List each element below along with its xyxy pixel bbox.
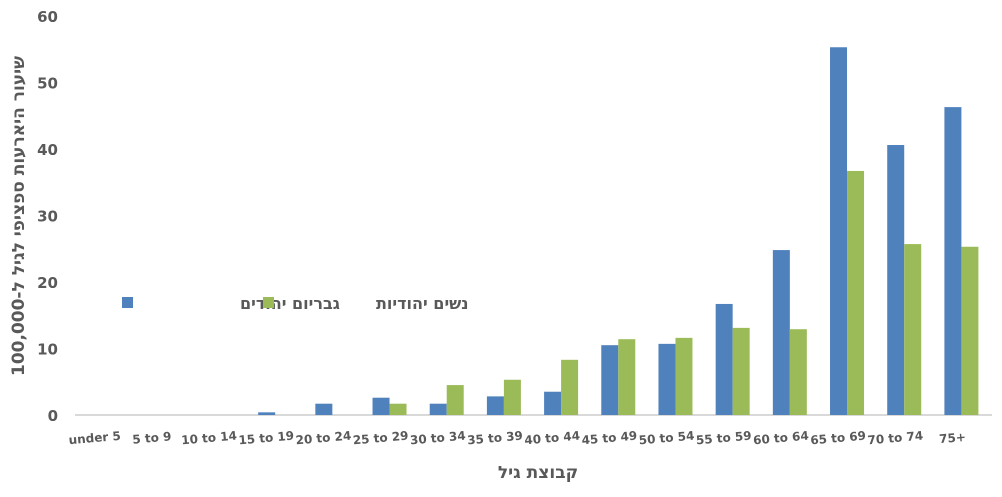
bar-women-5 (389, 403, 407, 415)
y-tick-label: 40 (37, 141, 58, 159)
bar-women-13 (847, 170, 865, 415)
bar-men-4 (315, 403, 333, 415)
bar-women-10 (675, 337, 693, 415)
bar-women-8 (561, 359, 579, 415)
bar-men-7 (486, 396, 504, 415)
bar-men-12 (772, 250, 790, 415)
bar-women-12 (789, 329, 807, 415)
y-tick-label: 50 (37, 75, 58, 93)
bar-men-11 (715, 303, 733, 415)
bar-men-10 (658, 343, 676, 415)
y-tick-label: 10 (37, 341, 58, 359)
x-tick-label: 10 to 14 (181, 429, 238, 448)
bar-men-13 (830, 47, 848, 415)
y-axis-label: שיעור היארעות ספציפי לגיל ל-100,000 (9, 56, 29, 376)
y-tick-label: 0 (48, 407, 58, 425)
y-tick-label: 30 (37, 208, 58, 226)
bar-women-15 (961, 246, 979, 415)
legend-swatch-men (122, 297, 133, 308)
bar-men-15 (944, 107, 962, 415)
x-tick-label: 20 to 24 (295, 429, 352, 448)
x-tick-label: 30 to 34 (409, 429, 466, 448)
bar-women-9 (618, 339, 636, 415)
legend-label-women: נשים יהודיות (376, 294, 469, 313)
bar-men-3 (258, 412, 276, 415)
bar-women-11 (732, 327, 750, 415)
bar-women-7 (503, 379, 521, 415)
x-tick-label: 5 to 9 (132, 429, 172, 446)
bar-women-14 (904, 244, 922, 415)
x-tick-label: 45 to 49 (581, 429, 638, 448)
bar-men-5 (372, 397, 390, 415)
legend: גבריום יהודים נשים יהודיות (122, 294, 469, 313)
bar-women-6 (446, 385, 464, 415)
bar-men-6 (429, 403, 447, 415)
x-tick-label: 60 to 64 (753, 429, 810, 448)
x-tick-label: 65 to 69 (810, 429, 867, 448)
x-tick-label: 75+ (939, 430, 967, 446)
x-tick-label: 35 to 39 (467, 429, 524, 448)
x-axis-label: קבוצת גיל (498, 463, 578, 483)
y-tick-label: 60 (37, 8, 58, 26)
x-tick-label: 55 to 59 (695, 429, 752, 448)
bar-men-8 (544, 391, 562, 415)
bar-men-9 (601, 345, 619, 415)
bar-men-14 (887, 145, 905, 415)
x-tick-label: 25 to 29 (352, 429, 409, 448)
x-tick-label: 15 to 19 (238, 429, 295, 448)
x-tick-label: 40 to 44 (524, 429, 581, 448)
x-tick-label: 50 to 54 (638, 429, 695, 448)
legend-swatch-women (263, 297, 274, 308)
x-tick-label: under 5 (68, 429, 121, 448)
x-tick-label: 70 to 74 (867, 429, 924, 448)
y-tick-label: 20 (37, 274, 58, 292)
legend-label-men: גבריום יהודים (240, 294, 340, 313)
